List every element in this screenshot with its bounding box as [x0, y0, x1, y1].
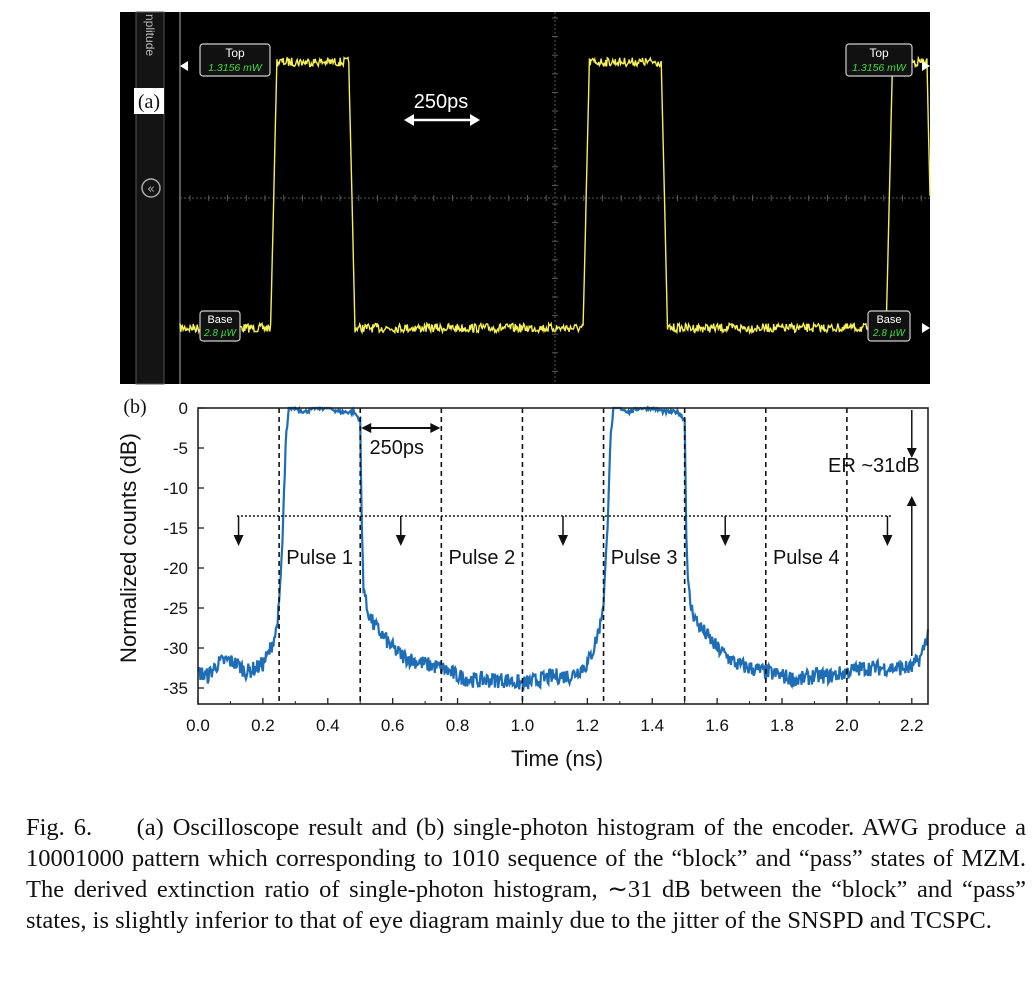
- period-label: 250ps: [370, 437, 425, 459]
- base-marker-left-box: [199, 310, 241, 342]
- x-tick-label: 0.8: [446, 716, 470, 735]
- histogram-plot-area: 0.0 0.2 0.4 0.6 0.8 1.0 1.2 1.4 1.6 1.8 2.0 2.2 0 -5 -…: [163, 399, 930, 735]
- down-arrow-icon: [233, 535, 244, 546]
- panel-a-label: (a): [138, 91, 160, 113]
- down-arrow-icon: [882, 535, 893, 546]
- x-tick-label: 1.6: [705, 716, 729, 735]
- x-tick-label: 1.0: [511, 716, 535, 735]
- y-tick-label: -35: [163, 679, 188, 698]
- top-marker-right-arrow-icon: [922, 61, 930, 71]
- down-arrow-icon: [558, 535, 568, 546]
- x-tick-label: 0.6: [381, 716, 405, 735]
- caption-lead: Fig. 6.: [26, 814, 137, 841]
- y-tick-label: -25: [163, 599, 188, 618]
- scope-side-tab[interactable]: [135, 11, 165, 385]
- base-marker-right-arrow-icon: [922, 323, 930, 333]
- scope-trace: [179, 55, 931, 336]
- x-axis-label: Time (ns): [511, 746, 603, 771]
- top-marker-left-arrow-icon: [180, 61, 188, 71]
- period-arrow-left-icon: [361, 423, 372, 433]
- panel-b-label: (b): [123, 396, 146, 418]
- top-marker-right-value: 1.3156 mW: [852, 62, 907, 74]
- base-marker-right-box: [867, 310, 911, 342]
- x-tick-label: 1.4: [640, 716, 664, 735]
- x-tick-label: 2.2: [900, 716, 924, 735]
- base-marker-right[interactable]: Base 2.8 µW: [867, 310, 930, 342]
- down-arrow-icon: [720, 535, 731, 546]
- y-tick-label: 0: [179, 399, 188, 418]
- y-tick-label: -5: [173, 439, 188, 458]
- period-arrow-right-icon: [430, 423, 441, 433]
- scope-period-arrow-right-icon: [470, 114, 480, 126]
- x-tick-label: 2.0: [835, 716, 859, 735]
- y-tick-label: -30: [163, 639, 188, 658]
- figure-caption: Fig. 6. (a) Oscilloscope result and (b) …: [26, 812, 1026, 936]
- scope-period-label: 250ps: [414, 91, 469, 113]
- top-marker-right-label: Top: [869, 46, 889, 60]
- x-tick-label: 0.2: [251, 716, 275, 735]
- x-tick-label: 0.4: [316, 716, 340, 735]
- scope-period-arrow-left-icon: [404, 114, 414, 126]
- scope-side-tab-text: nplitude: [143, 14, 157, 56]
- caption-text: (a) Oscilloscope result and (b) single-p…: [26, 814, 1027, 934]
- pulse-label: Pulse 2: [449, 547, 516, 569]
- base-marker-left[interactable]: Base 2.8 µW: [199, 310, 241, 342]
- top-marker-left-value: 1.3156 mW: [208, 62, 263, 74]
- x-tick-label: 0.0: [186, 716, 210, 735]
- scope-period-annotation: 250ps: [404, 91, 480, 126]
- oscilloscope-panel: nplitude « (a) Top 1.3156 mW Top 1.3156 …: [120, 11, 931, 385]
- er-arrow-down-icon: [906, 448, 917, 458]
- collapse-icon-glyph: «: [147, 182, 155, 197]
- base-marker-right-label: Base: [876, 314, 901, 326]
- top-marker-left-label: Top: [225, 46, 245, 60]
- y-tick-label: -10: [163, 479, 188, 498]
- collapse-icon[interactable]: [141, 178, 161, 198]
- base-marker-right-value: 2.8 µW: [872, 328, 906, 339]
- pulse-label: Pulse 4: [773, 547, 840, 569]
- x-tick-label: 1.2: [576, 716, 600, 735]
- top-marker-right[interactable]: Top 1.3156 mW: [845, 43, 930, 77]
- plot-frame: [197, 407, 929, 705]
- pulse-label: Pulse 1: [286, 547, 353, 569]
- histogram-chart: (b) Normalized counts (dB) Time (ns) 0.0…: [116, 396, 930, 771]
- top-marker-left-box: [199, 43, 271, 77]
- base-marker-left-label: Base: [207, 314, 232, 326]
- er-arrow-up-icon: [906, 496, 917, 506]
- histogram-line: [197, 405, 930, 691]
- base-marker-left-value: 2.8 µW: [203, 328, 237, 339]
- y-tick-label: -15: [163, 519, 188, 538]
- scope-grid: [180, 12, 930, 384]
- y-axis-label: Normalized counts (dB): [116, 433, 141, 663]
- pulse-label: Pulse 3: [611, 547, 678, 569]
- top-marker-right-box: [845, 43, 913, 77]
- down-arrow-icon: [395, 535, 406, 546]
- top-marker-left[interactable]: Top 1.3156 mW: [180, 43, 271, 77]
- y-tick-label: -20: [163, 559, 188, 578]
- er-label: ER ~31dB: [828, 455, 920, 477]
- panel-a-label-bg: [134, 88, 164, 114]
- x-tick-label: 1.8: [770, 716, 794, 735]
